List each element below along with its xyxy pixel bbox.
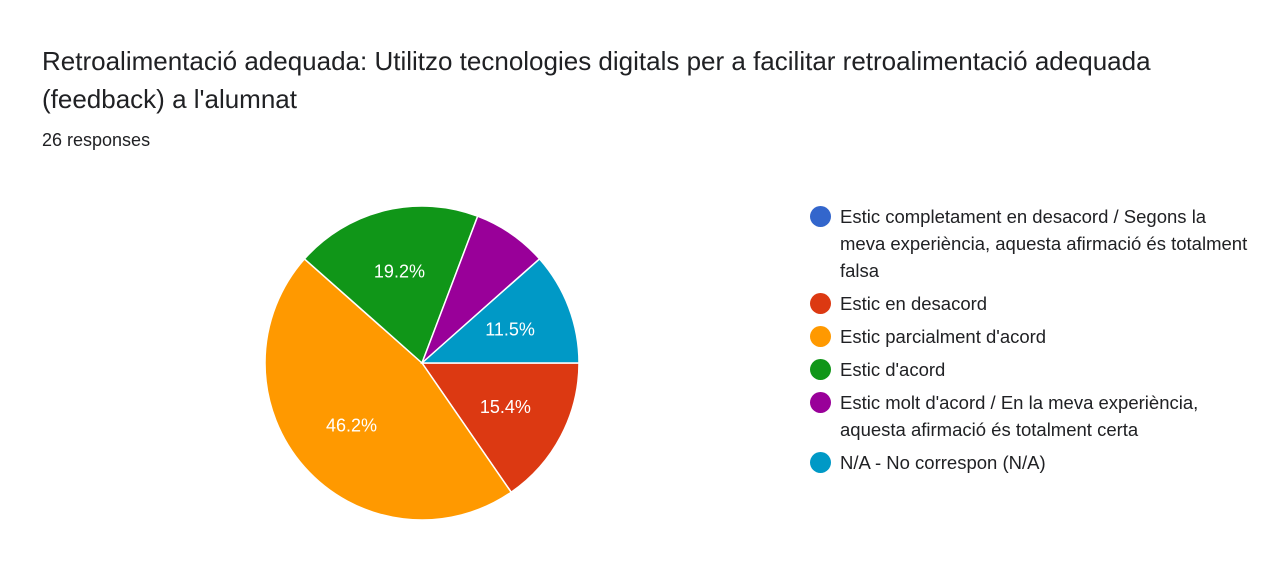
legend-item[interactable]: Estic molt d'acord / En la meva experièn… (808, 389, 1248, 443)
legend-swatch (810, 359, 831, 380)
legend-label: N/A - No correspon (N/A) (840, 452, 1046, 473)
legend-item[interactable]: N/A - No correspon (N/A) (808, 449, 1248, 476)
slice-label: 11.5% (485, 320, 535, 340)
pie-slice (264, 257, 513, 521)
response-count: 26 responses (42, 130, 151, 150)
legend-label: Estic completament en desacord / Segons … (840, 206, 1248, 281)
slice-label: 46.2% (326, 415, 377, 435)
chart-legend: Estic completament en desacord / Segons … (808, 203, 1248, 482)
chart-title: Retroalimentació adequada: Utilitzo tecn… (42, 46, 1151, 114)
legend-item[interactable]: Estic completament en desacord / Segons … (808, 203, 1248, 284)
slice-label: 15.4% (480, 397, 531, 417)
pie-slice (303, 205, 479, 365)
legend-swatch (810, 206, 831, 227)
legend-label: Estic d'acord (840, 359, 946, 380)
legend-item[interactable]: Estic d'acord (808, 356, 1248, 383)
legend-label: Estic parcialment d'acord (840, 326, 1047, 347)
legend-label: Estic molt d'acord / En la meva experièn… (840, 392, 1199, 440)
legend-swatch (810, 293, 831, 314)
pie-chart: 15.4% 46.2% 19.2% 11.5% (264, 205, 580, 521)
legend-swatch (810, 326, 831, 347)
pie-slice (420, 257, 580, 364)
legend-item[interactable]: Estic parcialment d'acord (808, 323, 1248, 350)
pie-slice (420, 362, 580, 494)
legend-swatch (810, 452, 831, 473)
slice-label: 19.2% (374, 262, 425, 282)
legend-item[interactable]: Estic en desacord (808, 290, 1248, 317)
legend-label: Estic en desacord (840, 293, 988, 314)
legend-swatch (810, 392, 831, 413)
